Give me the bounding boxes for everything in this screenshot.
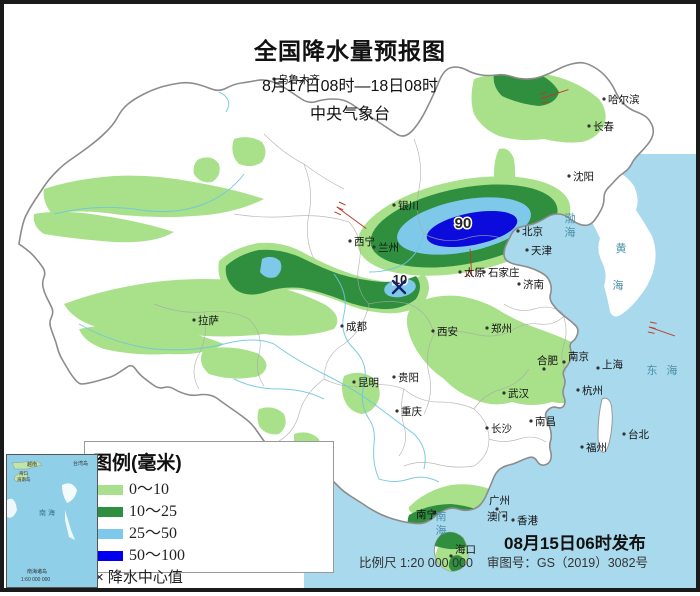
svg-text:济南: 济南: [523, 278, 544, 291]
svg-text:福州: 福州: [586, 441, 607, 454]
svg-text:太原: 太原: [464, 266, 485, 279]
svg-text:武汉: 武汉: [508, 387, 529, 400]
svg-text:台湾岛: 台湾岛: [73, 460, 88, 467]
svg-text:银川: 银川: [398, 199, 419, 212]
svg-text:天津: 天津: [531, 245, 552, 257]
svg-text:北京: 北京: [522, 225, 543, 238]
svg-text:兰州: 兰州: [378, 241, 399, 254]
svg-text:合肥: 合肥: [537, 354, 558, 367]
svg-text:西宁: 西宁: [354, 235, 375, 248]
svg-text:南昌: 南昌: [535, 415, 556, 428]
svg-text:上海: 上海: [602, 358, 623, 371]
svg-text:90: 90: [455, 215, 472, 232]
svg-text:香港: 香港: [517, 515, 538, 527]
svg-text:广州: 广州: [489, 495, 510, 507]
svg-text:昆明: 昆明: [358, 377, 379, 389]
svg-text:南宁: 南宁: [416, 508, 437, 521]
svg-text:1:60 000 000: 1:60 000 000: [21, 577, 50, 583]
svg-text:重庆: 重庆: [401, 405, 422, 418]
svg-text:西安: 西安: [437, 325, 458, 338]
svg-text:贵阳: 贵阳: [398, 371, 419, 384]
svg-text:海南岛: 海南岛: [17, 476, 31, 483]
svg-text:沈阳: 沈阳: [573, 170, 594, 183]
svg-text:南海诸岛: 南海诸岛: [27, 568, 47, 575]
svg-text:拉萨: 拉萨: [198, 314, 219, 327]
svg-text:长沙: 长沙: [491, 423, 512, 435]
svg-text:台北: 台北: [628, 428, 649, 441]
svg-text:郑州: 郑州: [491, 322, 512, 335]
svg-text:成都: 成都: [346, 321, 367, 333]
svg-text:石家庄: 石家庄: [488, 266, 520, 279]
svg-text:澳门: 澳门: [487, 510, 508, 523]
svg-text:南京: 南京: [568, 350, 589, 363]
svg-text:海口: 海口: [19, 470, 28, 477]
svg-text:越南: 越南: [27, 461, 37, 468]
svg-text:南海: 南海: [39, 508, 57, 517]
svg-text:杭州: 杭州: [582, 384, 603, 397]
